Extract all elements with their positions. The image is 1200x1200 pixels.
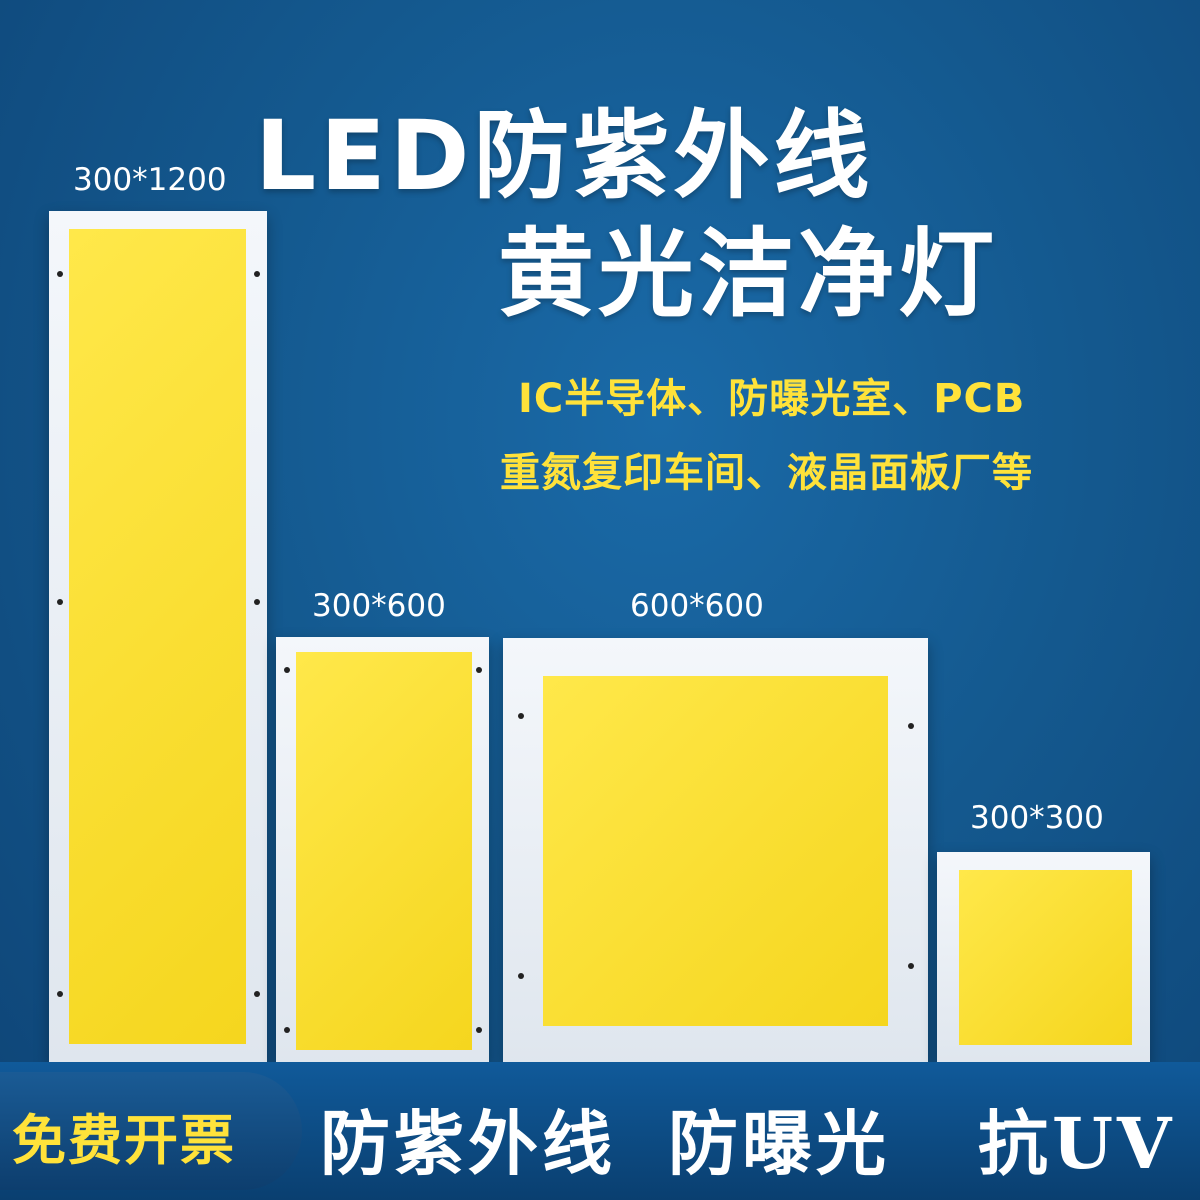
feature-anti-exposure: 防曝光 [668, 1102, 890, 1185]
screw-hole [908, 723, 914, 729]
panel-600x600 [503, 638, 928, 1065]
panel-300x600 [276, 637, 489, 1065]
feature-anti-uv: 防紫外线 [320, 1102, 616, 1185]
feature-uv-resistant: 抗UV [978, 1102, 1176, 1185]
screw-hole [284, 1027, 290, 1033]
screw-hole [254, 271, 260, 277]
panel-light-surface [543, 676, 888, 1026]
headline-line-1: LED防紫外线 [255, 100, 874, 212]
size-label-600x600: 600*600 [630, 588, 764, 624]
invoice-badge [0, 1072, 302, 1190]
panel-300x1200 [49, 211, 267, 1064]
screw-hole [254, 991, 260, 997]
screw-hole [908, 963, 914, 969]
panel-light-surface [959, 870, 1132, 1045]
panel-300x300 [937, 852, 1150, 1064]
screw-hole [476, 1027, 482, 1033]
screw-hole [518, 973, 524, 979]
screw-hole [57, 599, 63, 605]
invoice-badge-text: 免费开票 [12, 1109, 236, 1172]
headline-line-2: 黄光洁净灯 [498, 218, 998, 330]
panel-light-surface [69, 229, 246, 1044]
screw-hole [254, 599, 260, 605]
size-label-300x1200: 300*1200 [73, 162, 227, 198]
screw-hole [518, 713, 524, 719]
screw-hole [57, 991, 63, 997]
applications-line-1: IC半导体、防曝光室、PCB [518, 376, 1026, 422]
screw-hole [57, 271, 63, 277]
size-label-300x600: 300*600 [312, 588, 446, 624]
screw-hole [476, 667, 482, 673]
applications-line-2: 重氮复印车间、液晶面板厂等 [500, 450, 1033, 496]
screw-hole [284, 667, 290, 673]
size-label-300x300: 300*300 [970, 800, 1104, 836]
panel-light-surface [296, 652, 472, 1050]
